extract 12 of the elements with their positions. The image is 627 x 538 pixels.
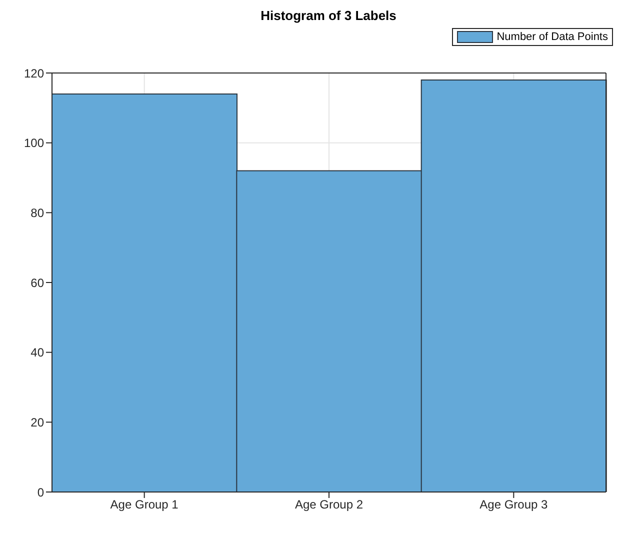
y-tick-label: 100 — [24, 136, 44, 150]
x-tick-label: Age Group 3 — [480, 498, 548, 512]
x-tick-label: Age Group 2 — [294, 498, 364, 512]
y-tick-label: 120 — [24, 66, 44, 80]
y-tick-label: 40 — [30, 346, 44, 360]
y-tick-label: 20 — [30, 415, 44, 430]
y-tick-label: 0 — [37, 485, 44, 500]
chart-title: Histogram of 3 Labels — [260, 8, 398, 25]
legend-label: Number of Data Points — [496, 31, 608, 43]
y-tick-label: 60 — [30, 276, 44, 290]
x-tick-label: Age Group 1 — [110, 498, 179, 512]
y-tick-label: 80 — [30, 206, 44, 220]
